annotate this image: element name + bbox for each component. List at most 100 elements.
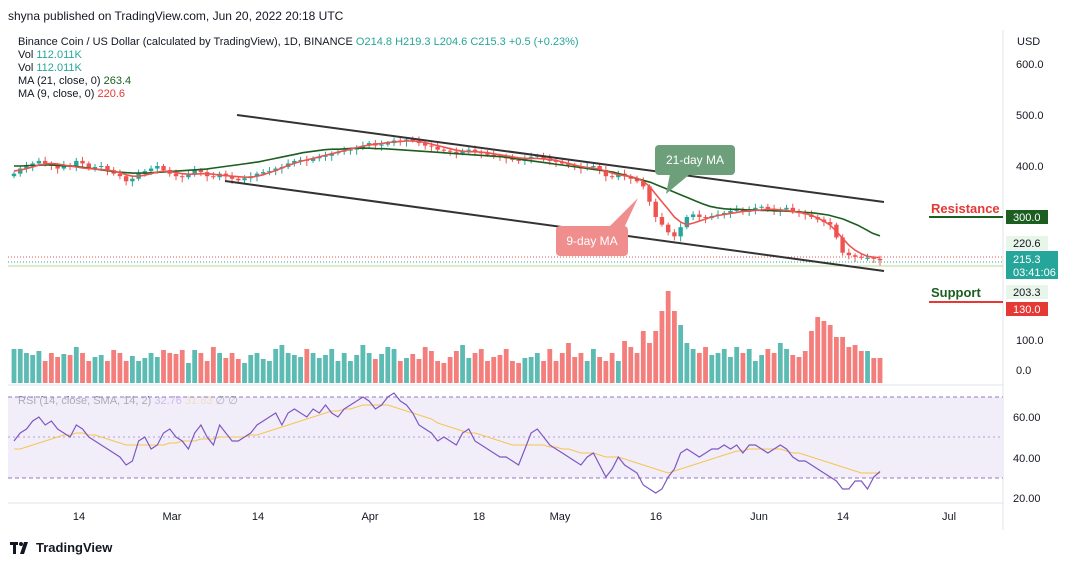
- ma9-row[interactable]: MA (9, close, 0) 220.6: [18, 88, 579, 101]
- candle-body: [24, 166, 29, 169]
- candle-body: [61, 164, 67, 169]
- volume-bar: [678, 325, 684, 383]
- ma9-badge: 220.6: [1006, 236, 1048, 250]
- ma-other-badge-text: 203.3: [1013, 287, 1041, 299]
- ma9-line[interactable]: [13, 140, 881, 259]
- candle-body: [510, 158, 515, 160]
- volume-bar: [584, 361, 590, 383]
- candle-body: [603, 170, 609, 177]
- candle-body: [441, 149, 447, 151]
- volume-bar: [129, 356, 135, 383]
- candle-body: [410, 139, 415, 141]
- volume-bar: [204, 361, 210, 383]
- volume-bar: [341, 353, 347, 383]
- candle-body: [634, 178, 640, 182]
- candle-body: [454, 151, 459, 154]
- candle-body: [261, 172, 266, 174]
- ohlc-change: +0.5 (+0.23%): [508, 36, 579, 48]
- volume-bar: [348, 361, 353, 383]
- candle-body: [734, 209, 739, 211]
- vol-row-1[interactable]: Vol 112.011K: [18, 49, 579, 62]
- candle-body: [117, 173, 123, 177]
- candle-body: [672, 232, 677, 237]
- volume-bar: [852, 345, 858, 383]
- candle-body: [485, 153, 490, 155]
- candle-body: [429, 145, 434, 147]
- ma21-callout[interactable]: 21-day MA: [655, 145, 735, 194]
- volume-bar: [703, 347, 708, 383]
- candle-body: [385, 143, 391, 145]
- candle-body: [790, 207, 795, 211]
- volume-bar: [248, 355, 254, 383]
- time-tick-label: May: [550, 511, 571, 523]
- time-axis-ticks[interactable]: 14 Mar 14 Apr 18 May 16 Jun 14 Jul: [73, 511, 956, 523]
- volume-bar: [229, 353, 235, 383]
- volume-bar: [441, 363, 447, 383]
- candle-body: [846, 252, 852, 256]
- candle-body: [759, 206, 764, 208]
- vol-row-2[interactable]: Vol 112.011K: [18, 62, 579, 75]
- tradingview-footer[interactable]: TradingView: [10, 540, 112, 555]
- candle-body: [36, 160, 42, 164]
- time-tick-label: 16: [650, 511, 662, 523]
- volume-bar: [622, 341, 627, 383]
- volume-bar: [61, 354, 67, 383]
- volume-bar: [316, 358, 322, 383]
- price-tick-label: 0.0: [1016, 365, 1031, 377]
- volume-bar: [684, 343, 690, 383]
- candle-body: [871, 257, 876, 259]
- candle-body: [753, 207, 758, 210]
- candle-body: [690, 214, 696, 217]
- volume-bar: [547, 349, 553, 383]
- volume-bar: [123, 361, 129, 383]
- candle-body: [435, 146, 440, 150]
- candle-body: [703, 217, 708, 219]
- volume-bar: [105, 361, 110, 383]
- candlesticks: [11, 136, 883, 266]
- price-tick-label: 400.0: [1016, 161, 1044, 173]
- ma21-line[interactable]: [14, 147, 881, 237]
- volume-bar: [653, 331, 659, 383]
- volume-bar: [871, 358, 877, 383]
- candle-body: [123, 176, 129, 182]
- volume-bar: [279, 345, 285, 383]
- volume-bar: [740, 353, 746, 383]
- volume-bar: [217, 353, 222, 383]
- volume-bar: [572, 357, 578, 383]
- rsi-tick-label: 40.00: [1013, 453, 1041, 465]
- volume-bar: [796, 357, 802, 383]
- candle-body: [229, 176, 235, 179]
- time-tick-label: 14: [73, 511, 85, 523]
- volume-bar: [696, 353, 702, 383]
- candle-body: [653, 201, 658, 217]
- volume-bar: [372, 359, 378, 383]
- candle-body: [92, 167, 98, 169]
- candle-body: [827, 222, 833, 225]
- price-tick-label: 500.0: [1016, 110, 1044, 122]
- volume-bar: [422, 347, 428, 383]
- ma9-callout[interactable]: 9-day MA: [556, 198, 638, 256]
- ohlc-high: H219.3: [395, 36, 431, 48]
- channel-upper-line[interactable]: [236, 114, 885, 203]
- symbol-name[interactable]: Binance Coin / US Dollar (calculated by …: [18, 36, 353, 48]
- chart-canvas[interactable]: 21-day MA 9-day MA Resistance Support US…: [0, 0, 1079, 530]
- price-axis-ticks[interactable]: 600.0 500.0 400.0 0.0: [1016, 59, 1044, 377]
- candle-body: [528, 156, 534, 159]
- ma21-row[interactable]: MA (21, close, 0) 263.4: [18, 75, 579, 88]
- vol-value: 112.011K: [36, 49, 82, 61]
- volume-bar: [198, 353, 204, 383]
- rsi-axis-ticks[interactable]: 60.00 40.00 20.00: [1013, 412, 1041, 505]
- ohlc-low: L204.6: [433, 36, 468, 48]
- volume-bar: [154, 357, 160, 383]
- channel-lower-line[interactable]: [224, 180, 885, 272]
- ma21-value: 263.4: [103, 75, 132, 87]
- vol-label-2: Vol: [18, 62, 34, 74]
- volume-bar: [833, 337, 839, 383]
- volume-bar: [466, 358, 472, 383]
- volume-bar: [98, 355, 104, 383]
- volume-bar: [603, 361, 609, 383]
- candle-body: [840, 237, 845, 253]
- volume-bar: [17, 349, 23, 383]
- volume-bar: [210, 347, 216, 383]
- time-tick-label: Mar: [163, 511, 182, 523]
